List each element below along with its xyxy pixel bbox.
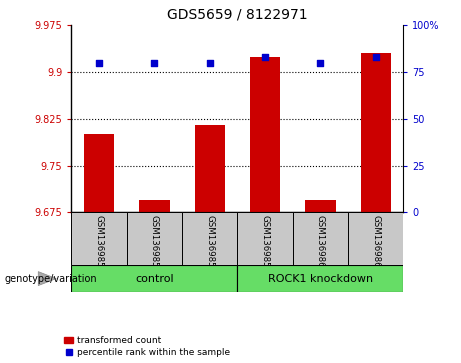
Text: GSM1369858: GSM1369858 — [205, 215, 214, 273]
Bar — [250, 57, 280, 212]
Point — [372, 54, 379, 60]
Title: GDS5659 / 8122971: GDS5659 / 8122971 — [167, 8, 308, 21]
Bar — [237, 265, 403, 292]
Bar — [182, 212, 237, 265]
Polygon shape — [38, 272, 56, 286]
Bar — [84, 134, 114, 212]
Text: GSM1369856: GSM1369856 — [95, 215, 104, 273]
Point — [317, 60, 324, 66]
Bar — [195, 125, 225, 212]
Legend: transformed count, percentile rank within the sample: transformed count, percentile rank withi… — [65, 336, 230, 357]
Point — [95, 60, 103, 66]
Point — [261, 54, 269, 60]
Text: control: control — [135, 274, 174, 284]
Bar — [139, 200, 170, 212]
Bar — [237, 212, 293, 265]
Bar — [293, 212, 348, 265]
Bar — [71, 212, 127, 265]
Text: genotype/variation: genotype/variation — [5, 274, 97, 284]
Text: ROCK1 knockdown: ROCK1 knockdown — [268, 274, 373, 284]
Bar — [127, 212, 182, 265]
Text: GSM1369857: GSM1369857 — [150, 215, 159, 273]
Text: GSM1369861: GSM1369861 — [371, 215, 380, 273]
Point — [206, 60, 213, 66]
Point — [151, 60, 158, 66]
Text: GSM1369859: GSM1369859 — [260, 215, 270, 273]
Bar — [71, 265, 237, 292]
Bar — [361, 53, 391, 212]
Bar — [348, 212, 403, 265]
Bar — [305, 200, 336, 212]
Text: GSM1369860: GSM1369860 — [316, 215, 325, 273]
